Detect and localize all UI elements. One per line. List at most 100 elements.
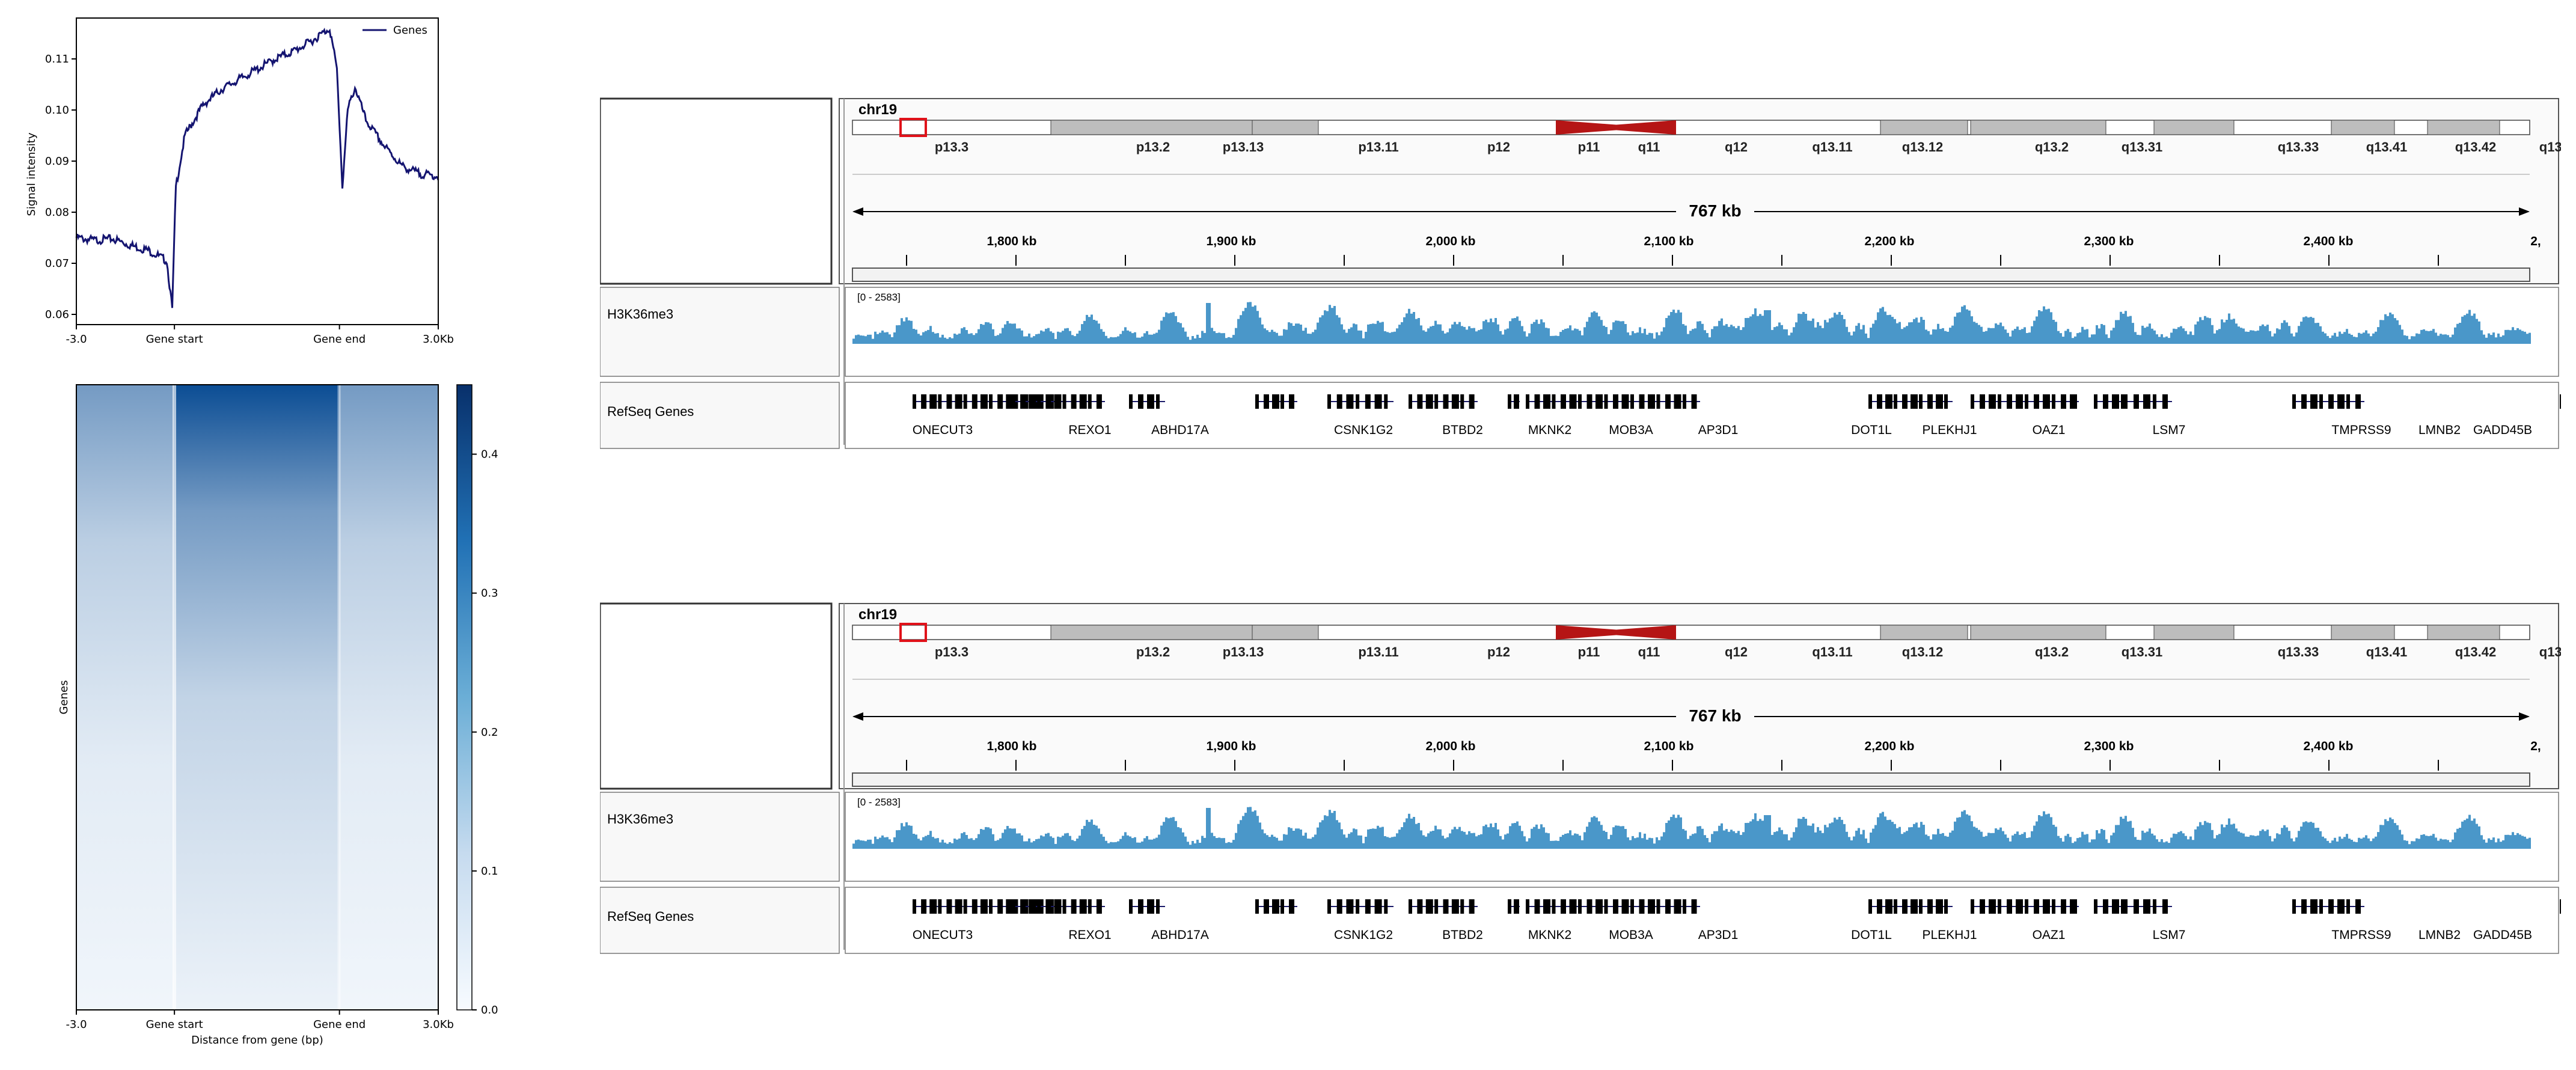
x-tick-label: 3.0Kb	[423, 333, 454, 346]
band-label: p12	[1487, 139, 1510, 154]
gene-exon	[1656, 394, 1660, 409]
colorbar-tick-label: 0.0	[481, 1004, 498, 1016]
gene-exon	[1045, 394, 1051, 409]
gene-label: CSNK1G2	[1334, 928, 1393, 942]
gene-exon	[1054, 899, 1062, 914]
gene-exon	[2124, 899, 2128, 914]
track-name: RefSeq Genes	[607, 909, 694, 924]
gene-exon	[1683, 394, 1686, 409]
gene-exon	[1460, 394, 1464, 409]
gene-exon	[2061, 899, 2066, 914]
gene-exon	[1264, 899, 1269, 914]
gene-exon	[1561, 899, 1566, 914]
gene-exon	[2162, 899, 2168, 914]
gene-exon	[2153, 394, 2156, 409]
ruler-tick-label: 2,300 kb	[2084, 739, 2134, 753]
cytoband	[1252, 120, 1319, 135]
ruler-tick-label: 2,100 kb	[1644, 234, 1694, 248]
gene-exon	[1088, 394, 1092, 409]
gene-exon	[1526, 899, 1529, 914]
gene-exon	[2143, 394, 2150, 409]
gene-label: LSM7	[2153, 423, 2186, 437]
track-name-box	[600, 382, 840, 449]
gene-exon	[2310, 394, 2317, 409]
gene-label: REXO1	[1068, 423, 1111, 437]
gene-exon	[1894, 394, 1897, 409]
gene-exon	[2070, 899, 2077, 914]
span-arrow-right	[2519, 712, 2530, 721]
gene-exon	[989, 394, 993, 409]
gene-exon	[1138, 899, 1143, 914]
gene-exon	[1683, 899, 1686, 914]
band-label: q13.41	[2366, 139, 2408, 154]
gene-label: GADD45B	[2473, 423, 2532, 437]
gene-exon	[1630, 899, 1634, 914]
ruler-tick-label: 1,900 kb	[1207, 234, 1256, 248]
gene-exon	[1365, 899, 1371, 914]
gene-exon	[971, 394, 977, 409]
gene-exon	[1691, 899, 1697, 914]
gene-exon	[1552, 394, 1556, 409]
gene-exon	[2052, 899, 2055, 914]
gene-exon	[2153, 899, 2156, 914]
band-label: p13.2	[1136, 139, 1170, 154]
gene-label: LSM7	[2153, 928, 2186, 942]
gene-exon	[1902, 899, 1908, 914]
profile-x-axis: -3.0 Gene start Gene end 3.0Kb	[66, 325, 454, 346]
gene-exon	[955, 899, 962, 914]
gene-exon	[1255, 394, 1259, 409]
ruler-bottom-bar	[852, 772, 2530, 787]
gene-exon	[1443, 899, 1449, 914]
gene-exon	[1289, 394, 1294, 409]
ruler-tick-label: 1,900 kb	[1207, 739, 1256, 753]
gene-exon	[1012, 394, 1015, 409]
band-label: q13.33	[2278, 139, 2319, 154]
gene-exon	[1944, 899, 1948, 914]
gene-exon	[1674, 394, 1681, 409]
gene-exon	[2121, 899, 2125, 914]
track-range: [0 - 2583]	[857, 796, 901, 808]
gene-exon	[2043, 394, 2050, 409]
gene-exon	[1604, 899, 1608, 914]
gene-exon	[2061, 394, 2066, 409]
gene-exon	[1534, 394, 1540, 409]
gene-exon	[1029, 899, 1036, 914]
gene-exon	[1885, 899, 1892, 914]
profile-y-axis: 0.06 0.07 0.08 0.09 0.10 0.11	[45, 53, 76, 321]
band-label: p13.11	[1358, 139, 1398, 154]
gene-label: DOT1L	[1851, 928, 1892, 942]
heatmap-frame	[76, 384, 439, 1010]
gene-exon	[1989, 899, 1996, 914]
gene-exon	[2103, 394, 2108, 409]
gene-exon	[1648, 899, 1655, 914]
band-label: q13.2	[2035, 139, 2069, 154]
band-label: q13.31	[2122, 644, 2163, 659]
y-tick-label: 0.08	[45, 206, 69, 219]
band-label: q13.12	[1902, 139, 1944, 154]
gene-exon	[1621, 899, 1629, 914]
gene-exon	[2337, 899, 2345, 914]
gene-exon	[1346, 899, 1354, 914]
gene-exon	[1665, 394, 1671, 409]
gene-exon	[997, 899, 1003, 914]
chromosome-label: chr19	[858, 607, 897, 623]
gene-label: ONECUT3	[913, 423, 973, 437]
gene-exon	[1469, 899, 1475, 914]
gene-exon	[1425, 899, 1433, 914]
ruler-tick-label: 2,000 kb	[1426, 234, 1476, 248]
gene-exon	[2121, 394, 2125, 409]
centromere-q	[1580, 625, 1676, 640]
gene-exon	[1885, 394, 1892, 409]
band-label: p13.11	[1358, 644, 1398, 659]
ruler-tick-label: 2,200 kb	[1865, 739, 1915, 753]
gene-exon	[1336, 394, 1342, 409]
gene-exon	[1409, 394, 1412, 409]
gene-label: OAZ1	[2033, 423, 2066, 437]
gene-exon	[2134, 394, 2139, 409]
gene-exon	[1434, 899, 1439, 914]
gene-exon	[1374, 394, 1382, 409]
heatmap-flank-right	[339, 385, 438, 1010]
gene-exon	[1639, 899, 1645, 914]
gene-exon	[938, 394, 942, 409]
gene-exon	[2103, 899, 2108, 914]
